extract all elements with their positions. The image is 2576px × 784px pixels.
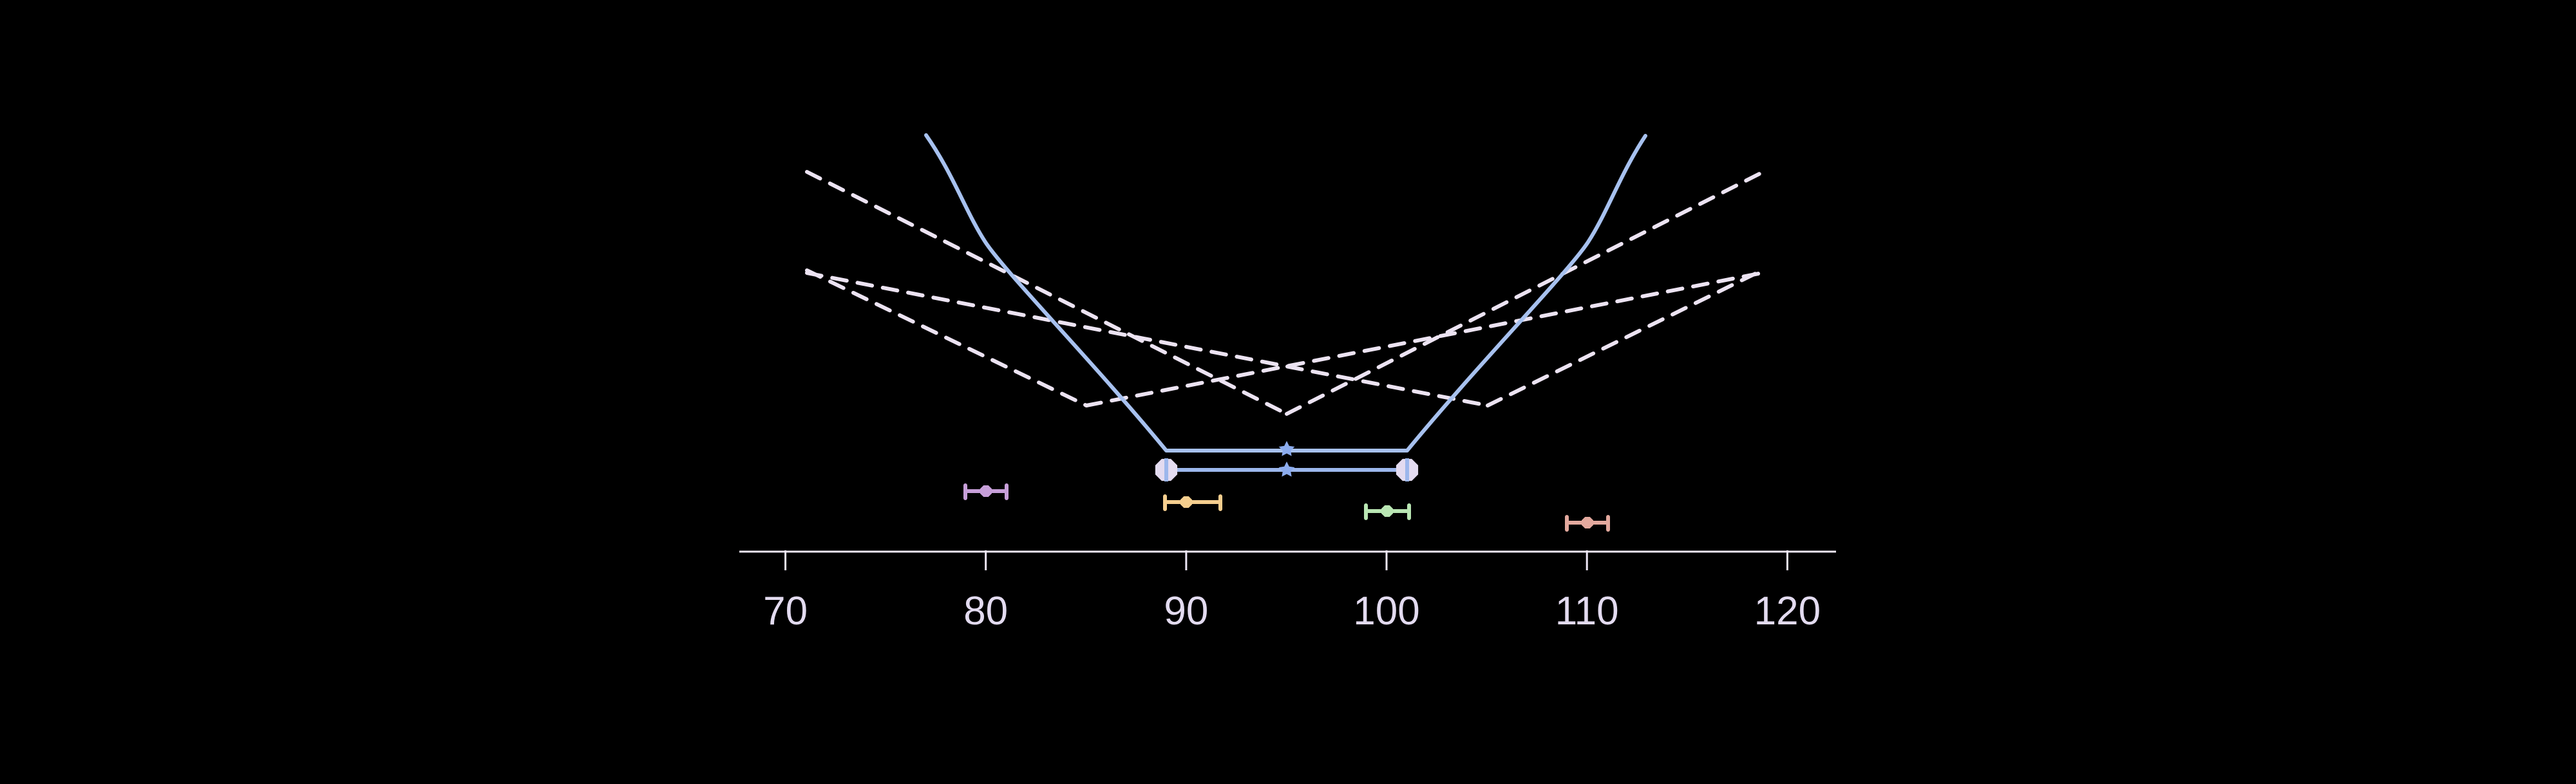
svg-text:110: 110 — [1555, 589, 1619, 633]
svg-text:120: 120 — [1754, 589, 1821, 633]
svg-text:70: 70 — [763, 589, 808, 633]
svg-text:100: 100 — [1353, 589, 1419, 633]
svg-text:80: 80 — [963, 589, 1008, 633]
svg-text:90: 90 — [1164, 589, 1208, 633]
